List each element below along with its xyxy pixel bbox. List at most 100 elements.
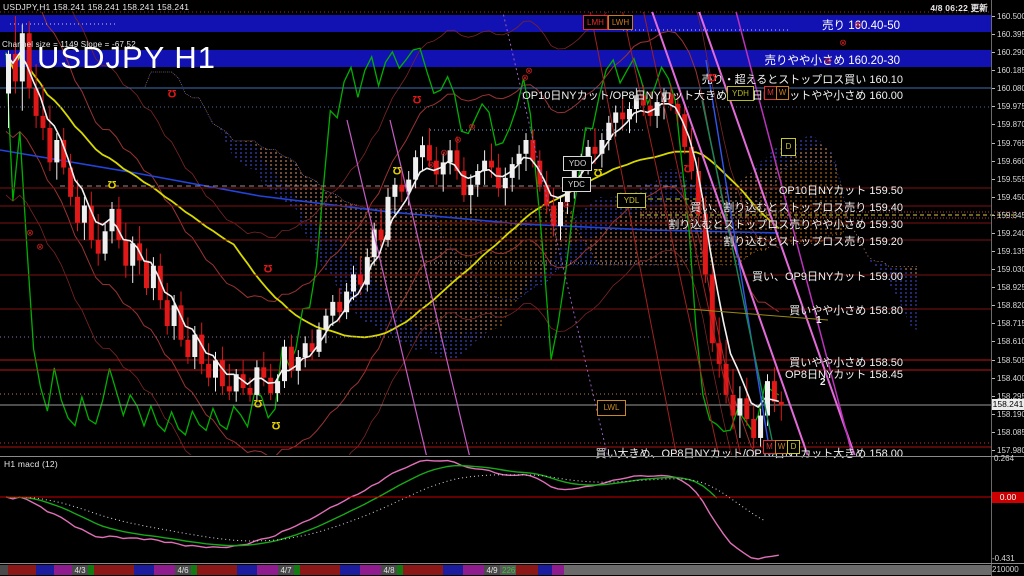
- candle-bearish: [647, 105, 653, 116]
- candle-bullish: [364, 257, 370, 285]
- timeline-segment: [381, 565, 397, 575]
- candle-bearish: [68, 167, 74, 197]
- timeline-segment: [175, 565, 191, 575]
- price-tick-label: 160.080: [997, 84, 1024, 94]
- candle-bearish: [40, 115, 46, 128]
- candle-bullish: [351, 274, 356, 292]
- price-tick-mark: [991, 251, 995, 253]
- candle-bullish: [316, 329, 322, 352]
- candle-bullish: [613, 112, 619, 123]
- price-level-annotation: 割り込むとストップロス売り 159.20: [723, 236, 903, 248]
- chart-label-box[interactable]: D: [787, 440, 800, 454]
- price-level-annotation: 買い、OP9日NYカット 159.00: [752, 271, 903, 283]
- candle-bearish: [337, 301, 343, 313]
- marker-number: 2: [820, 377, 826, 388]
- timeline-date-label: 4/9: [486, 566, 498, 575]
- chart-label-box[interactable]: D: [781, 138, 796, 156]
- price-tick-mark: [991, 377, 995, 379]
- candle-bullish: [413, 157, 419, 180]
- candle-bearish: [399, 184, 405, 192]
- candle-bullish: [468, 184, 474, 196]
- candle-bearish: [33, 88, 39, 116]
- timeline-segment: [294, 565, 300, 575]
- candle-bullish: [447, 150, 453, 163]
- white-fast-ma: [5, 51, 780, 409]
- candle-bearish: [495, 167, 501, 189]
- candle-bullish: [323, 315, 329, 330]
- macd-zero-tag: 0.00: [992, 492, 1024, 503]
- candle-bearish: [309, 343, 315, 352]
- circle-cross-mark: ⊗: [824, 55, 832, 66]
- candle-bearish: [461, 171, 467, 196]
- timeline-segment: [500, 565, 516, 575]
- timeline-segment: [484, 565, 500, 575]
- chart-label-box[interactable]: YDH: [727, 86, 754, 101]
- candle-bullish: [523, 140, 529, 154]
- candle-bearish: [185, 339, 191, 357]
- candle-bearish: [219, 360, 225, 387]
- chart-label-box[interactable]: W: [776, 86, 789, 100]
- candle-bearish: [144, 260, 149, 289]
- omega-signal-icon: Ω: [683, 162, 693, 174]
- price-tick-label: 160.185: [997, 66, 1024, 76]
- timeline-segment: [397, 565, 403, 575]
- timeline-segment: [0, 565, 8, 575]
- price-tick-mark: [991, 323, 995, 325]
- timeline-segment: [54, 565, 72, 575]
- omega-signal-icon: Ω: [167, 87, 177, 99]
- chart-label-box[interactable]: LWL: [597, 400, 626, 416]
- blue-long-ma: [0, 149, 780, 234]
- timeline-segment: [538, 565, 552, 575]
- candle-bullish: [171, 305, 177, 326]
- candle-bearish: [88, 205, 94, 240]
- timeline-segment: [552, 565, 564, 575]
- candle-bearish: [357, 274, 363, 285]
- update-timestamp: 4/8 06:22 更新: [930, 3, 988, 13]
- price-tick-mark: [991, 124, 995, 126]
- chart-label-box[interactable]: LMH: [583, 15, 608, 30]
- candle-bearish: [682, 114, 688, 147]
- candle-bullish: [54, 140, 60, 163]
- timeline-segment: [154, 565, 175, 575]
- candle-bearish: [771, 381, 777, 402]
- candle-bullish: [516, 153, 522, 165]
- price-level-annotation: 買いやや小さめ 158.80: [789, 305, 903, 317]
- trendline: [346, 119, 427, 455]
- price-tick-mark: [991, 142, 995, 144]
- macd-panel-divider[interactable]: [0, 456, 1024, 457]
- price-tick-label: 158.085: [997, 427, 1024, 437]
- omega-signal-icon: Ω: [271, 419, 281, 431]
- candle-bullish: [654, 102, 660, 116]
- candle-bullish: [627, 109, 632, 120]
- omega-signal-icon: Ω: [412, 93, 422, 105]
- chart-label-box[interactable]: YDO: [563, 156, 592, 171]
- candle-bullish: [475, 171, 481, 185]
- price-level-annotation: OP10日NYカット/OP8日NYカット大きめ/OP9日NYカットやや小さめ 1…: [522, 90, 903, 102]
- candle-bearish: [61, 140, 67, 168]
- candle-bearish: [778, 401, 784, 406]
- chart-label-box[interactable]: LWH: [608, 15, 633, 30]
- timeline-segment: [191, 565, 197, 575]
- candle-bullish: [502, 177, 508, 189]
- band-label: 売り 160.40-50: [822, 20, 900, 32]
- candle-bearish: [620, 112, 626, 120]
- candle-bearish: [675, 103, 681, 115]
- chart-label-box[interactable]: YDL: [617, 193, 646, 208]
- price-level-annotation: 売り・超えるとストップロス買い 160.10: [701, 74, 903, 86]
- timeline-segment: [134, 565, 154, 575]
- price-level-annotation: 割り込むとストップロス売りやや小さめ 159.30: [668, 219, 903, 231]
- timeline-divider: [0, 563, 1024, 564]
- price-tick-label: 158.925: [997, 283, 1024, 293]
- price-tick-mark: [991, 214, 995, 216]
- candle-bearish: [268, 377, 274, 394]
- marker-number: 1: [816, 315, 822, 326]
- timeline-date-label: 4/6: [177, 566, 189, 575]
- chart-label-box[interactable]: YDC: [562, 177, 591, 192]
- candle-bullish: [150, 265, 156, 289]
- price-tick-mark: [991, 52, 995, 54]
- candle-bearish: [261, 367, 267, 378]
- timeline-segment: [72, 565, 88, 575]
- price-level-annotation: 買い大きめ、OP8日NYカット/OP10日NYカット大きめ 158.00: [595, 448, 903, 460]
- price-tick-mark: [991, 305, 995, 307]
